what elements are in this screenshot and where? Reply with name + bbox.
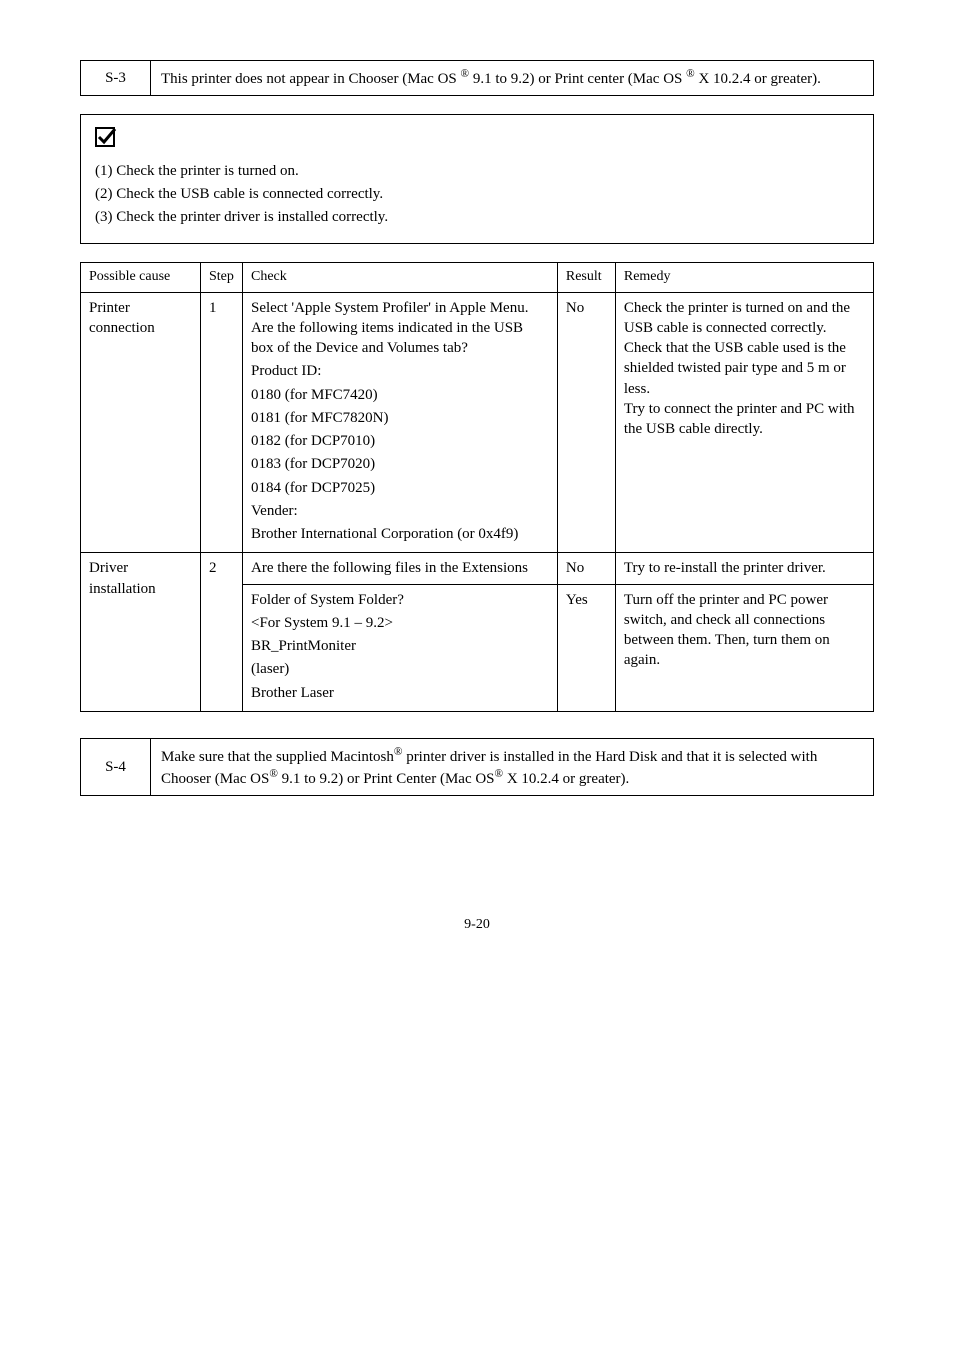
r1-result: No bbox=[557, 292, 615, 553]
r1-step: 1 bbox=[201, 292, 243, 553]
check-item-1: (1) Check the printer is turned on. bbox=[95, 161, 859, 181]
r1-l2: Product ID: bbox=[251, 361, 549, 381]
r1-remedy: Check the printer is turned on and the U… bbox=[615, 292, 873, 553]
s4-t4: X 10.2.4 or greater). bbox=[503, 771, 629, 787]
check-icon bbox=[95, 125, 859, 155]
r2-b2: <For System 9.1 – 9.2> bbox=[251, 613, 549, 633]
r2-b1: Folder of System Folder? bbox=[251, 590, 549, 610]
r2-step: 2 bbox=[201, 553, 243, 712]
s3-tb: 9.1 to 9.2) or Print center (Mac OS bbox=[469, 71, 686, 87]
hdr-step: Step bbox=[201, 262, 243, 292]
s3-tc: X 10.2.4 or greater). bbox=[695, 71, 821, 87]
s3-text: This printer does not appear in Chooser … bbox=[151, 61, 874, 96]
checklist-box: (1) Check the printer is turned on. (2) … bbox=[80, 114, 874, 243]
s3-sup2: ® bbox=[686, 68, 695, 80]
r2-b5: Brother Laser bbox=[251, 683, 549, 703]
r1-l4: 0181 (for MFC7820N) bbox=[251, 408, 549, 428]
r1-l7: 0184 (for DCP7025) bbox=[251, 478, 549, 498]
s4-code: S-4 bbox=[81, 738, 151, 796]
hdr-cause: Possible cause bbox=[81, 262, 201, 292]
r1-l1: Select 'Apple System Profiler' in Apple … bbox=[251, 298, 549, 359]
s3-sup1: ® bbox=[461, 68, 470, 80]
r1-l8: Vender: bbox=[251, 501, 549, 521]
r2-result-bottom: Yes bbox=[557, 584, 615, 711]
r1-l5: 0182 (for DCP7010) bbox=[251, 431, 549, 451]
r1-cause: Printer connection bbox=[81, 292, 201, 553]
s4-t1: Make sure that the supplied Macintosh bbox=[161, 749, 394, 765]
troubleshoot-table: Possible cause Step Check Result Remedy … bbox=[80, 262, 874, 712]
r2-remedy-top: Try to re-install the printer driver. bbox=[615, 553, 873, 584]
r2-remedy-bottom: Turn off the printer and PC power switch… bbox=[615, 584, 873, 711]
table-row: Driver installation 2 Are there the foll… bbox=[81, 553, 874, 584]
s4-text: Make sure that the supplied Macintosh® p… bbox=[151, 738, 874, 796]
r2-check-top: Are there the following files in the Ext… bbox=[243, 553, 558, 584]
check-item-3: (3) Check the printer driver is installe… bbox=[95, 207, 859, 227]
r2-result-top: No bbox=[557, 553, 615, 584]
r2-b4: (laser) bbox=[251, 659, 549, 679]
r1-l9: Brother International Corporation (or 0x… bbox=[251, 524, 549, 544]
r2-check-bottom: Folder of System Folder? <For System 9.1… bbox=[243, 584, 558, 711]
s4-s2: ® bbox=[269, 768, 278, 780]
s4-t3: 9.1 to 9.2) or Print Center (Mac OS bbox=[278, 771, 495, 787]
s4-s3: ® bbox=[495, 768, 504, 780]
r1-l6: 0183 (for DCP7020) bbox=[251, 454, 549, 474]
table-header-row: Possible cause Step Check Result Remedy bbox=[81, 262, 874, 292]
hdr-check: Check bbox=[243, 262, 558, 292]
s4-box: S-4 Make sure that the supplied Macintos… bbox=[80, 738, 874, 797]
s3-ta: This printer does not appear in Chooser … bbox=[161, 71, 461, 87]
r1-l3: 0180 (for MFC7420) bbox=[251, 385, 549, 405]
r2-cause: Driver installation bbox=[81, 553, 201, 712]
page-number: 9-20 bbox=[80, 916, 874, 935]
check-item-2: (2) Check the USB cable is connected cor… bbox=[95, 184, 859, 204]
s3-box: S-3 This printer does not appear in Choo… bbox=[80, 60, 874, 96]
r1-check: Select 'Apple System Profiler' in Apple … bbox=[243, 292, 558, 553]
s3-code: S-3 bbox=[81, 61, 151, 96]
hdr-result: Result bbox=[557, 262, 615, 292]
hdr-remedy: Remedy bbox=[615, 262, 873, 292]
table-row: Printer connection 1 Select 'Apple Syste… bbox=[81, 292, 874, 553]
r2-b3: BR_PrintMoniter bbox=[251, 636, 549, 656]
